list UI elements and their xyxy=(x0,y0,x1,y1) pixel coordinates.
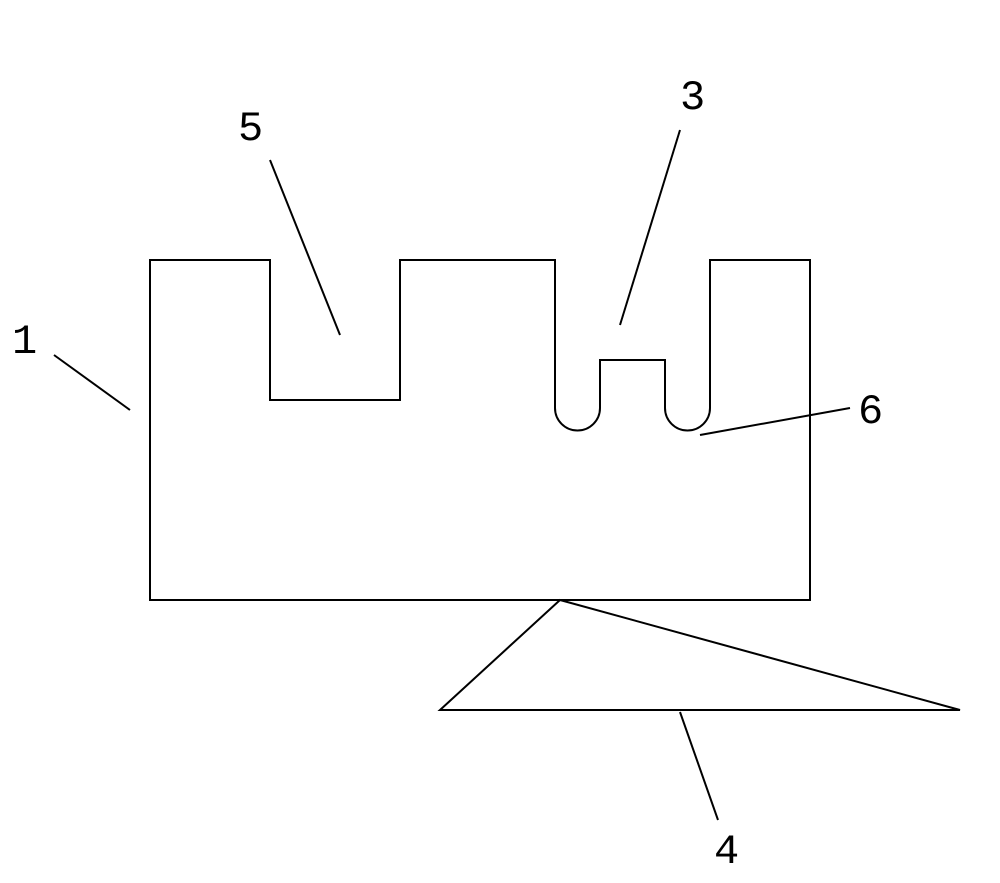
profile-outline xyxy=(150,260,960,710)
technical-drawing xyxy=(0,0,1000,883)
leader-lines xyxy=(54,130,850,820)
label-5: 5 xyxy=(238,105,263,153)
label-6: 6 xyxy=(858,388,883,436)
label-3: 3 xyxy=(680,74,705,122)
label-4: 4 xyxy=(714,828,739,876)
label-1: 1 xyxy=(12,318,37,366)
